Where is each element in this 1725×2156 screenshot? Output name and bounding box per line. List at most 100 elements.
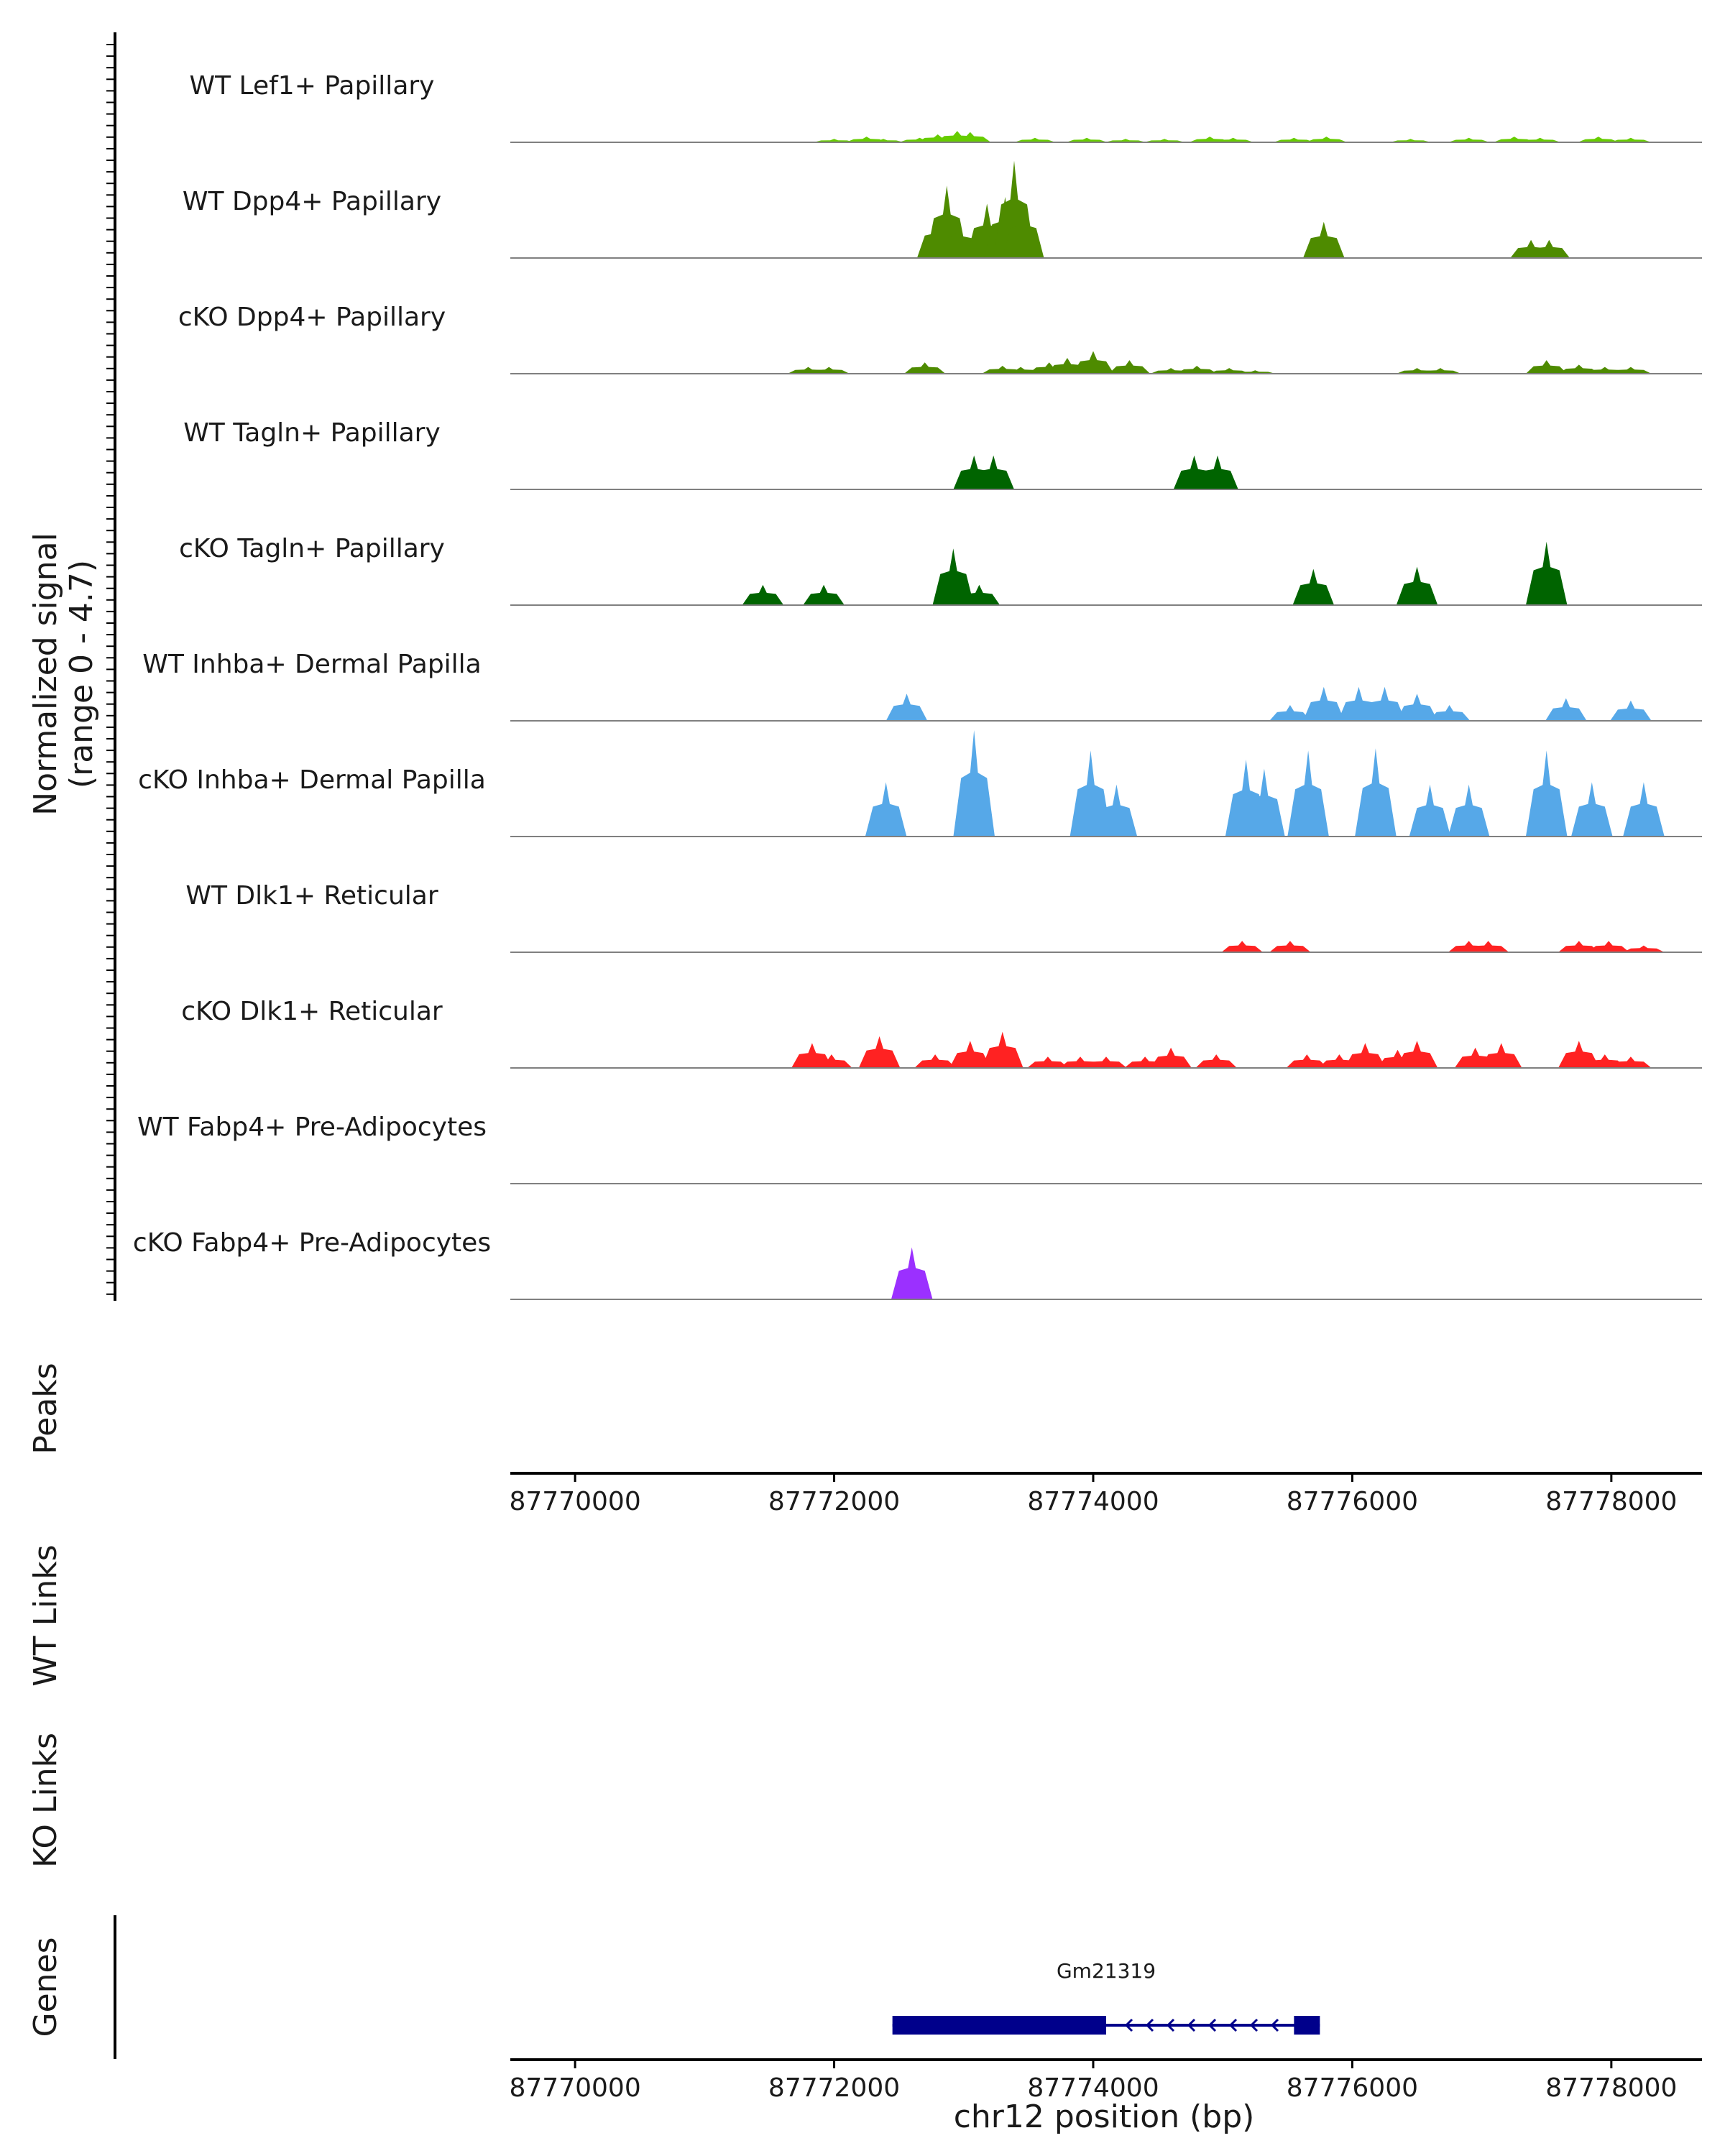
coverage-peak	[1448, 784, 1490, 837]
coverage-peak	[1623, 782, 1665, 837]
coverage-peak	[1571, 782, 1613, 837]
coverage-peak	[891, 1247, 933, 1299]
gene-name-label: Gm21319	[1057, 1959, 1156, 1983]
x-tick-label: 87772000	[768, 1487, 900, 1516]
coverage-peak	[1610, 137, 1652, 142]
coverage-peak	[1578, 137, 1619, 142]
track-label: WT Lef1+ Papillary	[190, 71, 435, 101]
gene-exon	[1294, 2016, 1320, 2035]
coverage-peak	[1269, 705, 1311, 721]
coverage-peak	[1480, 1043, 1522, 1068]
coverage-peak	[1396, 1041, 1438, 1068]
coverage-peak	[1195, 1054, 1237, 1068]
signal-y-axis-ticks	[106, 44, 115, 1295]
coverage-peak	[1014, 137, 1056, 142]
coverage-peak	[982, 1031, 1024, 1068]
coverage-peak	[1623, 945, 1665, 952]
coverage-peak	[1409, 784, 1451, 837]
coverage-peak	[1095, 784, 1138, 837]
coverage-peak	[1355, 748, 1397, 837]
x-tick-label: 87776000	[1287, 2073, 1418, 2103]
peaks-panel-label: Peaks	[27, 1363, 64, 1454]
coverage-peak	[1105, 139, 1146, 142]
coverage-peak	[1396, 694, 1438, 721]
coverage-peak	[1221, 941, 1263, 952]
y-axis-title: Normalized signal	[27, 533, 64, 816]
coverage-peak	[1234, 370, 1276, 374]
strand-arrow	[1228, 2018, 1238, 2032]
x-tick-label: 87770000	[509, 2073, 640, 2103]
coverage-peak	[803, 584, 845, 605]
coverage-peak	[862, 139, 904, 142]
coverage-peak	[1558, 1041, 1600, 1068]
gene-model: Gm21319	[892, 1959, 1320, 2035]
coverage-peak	[1558, 941, 1600, 952]
coverage-peak	[1243, 768, 1285, 837]
coverage-peak	[813, 139, 855, 142]
coverage-peak	[1525, 360, 1568, 374]
strand-arrow	[1249, 2018, 1259, 2032]
coverage-peak	[1303, 221, 1345, 258]
coverage-peak	[1027, 1056, 1069, 1068]
x-tick-label: 87772000	[768, 2073, 900, 2103]
genes-x-axis: 87770000 87772000 87774000 87776000 87778000	[509, 2058, 1702, 2103]
coverage-peak	[1344, 1043, 1386, 1068]
coverage-peak	[1428, 705, 1471, 721]
coverage-peak	[1363, 686, 1406, 721]
coverage-peak	[1588, 941, 1629, 952]
track-label: WT Fabp4+ Pre-Adipocytes	[137, 1112, 487, 1142]
track-label: WT Dpp4+ Papillary	[183, 187, 441, 216]
strand-arrow	[1208, 2018, 1217, 2032]
x-tick-label: 87770000	[509, 1487, 640, 1516]
coverage-peak	[1545, 698, 1587, 721]
coverage-peak	[865, 782, 907, 837]
y-axis-range: (range 0 - 4.7)	[63, 560, 100, 788]
coverage-peak	[1208, 368, 1250, 374]
coverage-peak	[1303, 686, 1345, 721]
strand-arrow	[1124, 2018, 1133, 2032]
coverage-peak	[742, 584, 784, 605]
strand-arrow	[1166, 2018, 1175, 2032]
track-label: WT Dlk1+ Reticular	[185, 881, 438, 911]
x-axis-title: chr12 position (bp)	[954, 2099, 1255, 2135]
coverage-peak	[1269, 941, 1311, 952]
signal-tracks: WT Lef1+ Papillary WT Dpp4+ Papillary cKO …	[133, 71, 1702, 1300]
coverage-peak	[1002, 203, 1044, 258]
x-tick-label: 87774000	[1027, 2073, 1159, 2103]
coverage-peak	[1467, 941, 1509, 952]
track-label: cKO Inhba+ Dermal Papilla	[138, 765, 486, 795]
coverage-peak	[1525, 541, 1568, 605]
coverage-peak	[858, 1036, 901, 1068]
strand-arrow	[1270, 2018, 1279, 2032]
coverage-peak	[958, 584, 1000, 605]
coverage-peak	[1212, 137, 1254, 142]
gene-exon	[892, 2016, 1106, 2035]
coverage-peak	[1610, 700, 1652, 721]
coverage-peak	[1528, 239, 1570, 258]
coverage-peak	[808, 367, 850, 374]
coverage-peak	[1176, 366, 1218, 374]
wt-links-panel-label: WT Links	[27, 1544, 64, 1686]
x-tick-label: 87778000	[1545, 1487, 1677, 1516]
coverage-peak	[886, 694, 928, 721]
coverage-peak	[1273, 137, 1315, 142]
coverage-peak	[1292, 568, 1335, 605]
track-label: WT Tagln+ Papillary	[183, 418, 441, 448]
track-label: cKO Fabp4+ Pre-Adipocytes	[133, 1228, 491, 1258]
coverage-peak	[949, 132, 991, 142]
coverage-peak	[1287, 750, 1329, 837]
coverage-peak	[1305, 137, 1348, 142]
coverage-peak	[1072, 351, 1114, 374]
coverage-peak	[932, 548, 975, 605]
track-label: cKO Dlk1+ Reticular	[181, 997, 443, 1026]
coverage-peak	[1144, 139, 1185, 142]
strand-arrow	[1187, 2018, 1196, 2032]
x-tick-label: 87778000	[1545, 2073, 1677, 2103]
coverage-peak	[972, 455, 1014, 489]
ko-links-panel-label: KO Links	[27, 1733, 64, 1868]
track-label: WT Inhba+ Dermal Papilla	[142, 650, 481, 679]
coverage-peak	[1420, 368, 1461, 374]
coverage-peak	[1070, 750, 1112, 837]
track-label: cKO Dpp4+ Papillary	[178, 303, 446, 332]
